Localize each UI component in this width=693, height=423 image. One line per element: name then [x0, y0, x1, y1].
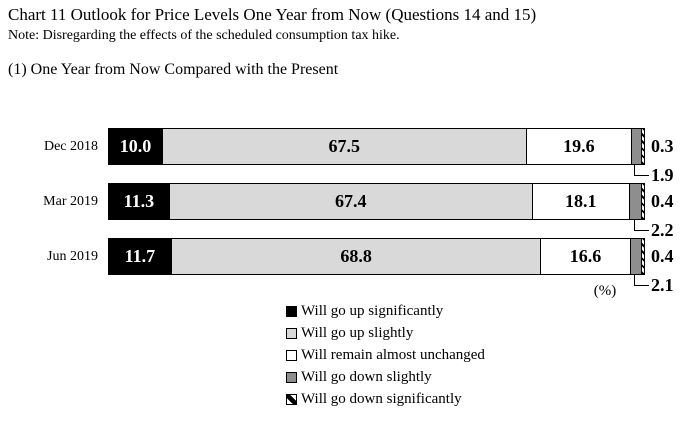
callout-value-label: 2.1	[651, 275, 674, 295]
legend-item: Will go down significantly	[286, 388, 485, 410]
bar-segment: 10.0	[109, 129, 163, 164]
chart-legend: Will go up significantly Will go up sligh…	[286, 300, 485, 410]
bar-segment: 67.4	[169, 184, 533, 219]
row-label: Jun 2019	[47, 249, 98, 264]
callout-value-label: 2.2	[651, 220, 674, 240]
segment-value-label: 11.7	[124, 246, 156, 266]
callout-leader-line	[634, 275, 649, 286]
legend-swatch-icon	[286, 327, 297, 339]
bar-segment	[642, 129, 644, 164]
bar-segment: 18.1	[532, 184, 630, 219]
stacked-bar: 11.3 67.4 18.1	[108, 183, 645, 220]
chart-title: Chart 11 Outlook for Price Levels One Ye…	[8, 5, 537, 24]
row-label: Mar 2019	[43, 194, 98, 209]
segment-value-label: 19.6	[563, 136, 595, 156]
legend-item: Will remain almost unchanged	[286, 344, 485, 366]
segment-value-label: 68.8	[340, 246, 372, 266]
segment-value-label: 16.6	[569, 246, 602, 266]
bar-segment: 16.6	[541, 239, 631, 274]
bar-segment: 11.7	[109, 239, 172, 274]
legend-swatch-icon	[286, 349, 297, 361]
bar-segment: 19.6	[526, 129, 633, 164]
legend-label: Will go up significantly	[301, 302, 444, 319]
callout-leader-line	[634, 220, 649, 231]
section-heading: (1) One Year from Now Compared with the …	[8, 61, 339, 78]
legend-label: Will remain almost unchanged	[301, 346, 485, 363]
bar-segment	[641, 239, 644, 274]
legend-label: Will go down slightly	[301, 368, 432, 385]
bar-segment	[630, 239, 642, 274]
stacked-bar: 11.7 68.8 16.6	[108, 238, 645, 275]
legend-label: Will go up slightly	[301, 324, 414, 341]
bar-segment	[641, 184, 644, 219]
row-label: Dec 2018	[43, 139, 98, 154]
stacked-bar: 10.0 67.5 19.6	[108, 128, 645, 165]
legend-item: Will go down slightly	[286, 366, 485, 388]
segment-value-label: 18.1	[565, 191, 597, 211]
legend-swatch-icon	[286, 371, 297, 383]
segment-value-label: 67.4	[334, 191, 367, 211]
bar-segment	[632, 129, 643, 164]
segment-value-label: 11.3	[123, 191, 155, 211]
segment-value-label: 67.5	[328, 136, 360, 156]
legend-item: Will go up significantly	[286, 300, 485, 322]
legend-label: Will go down significantly	[301, 390, 462, 407]
segment-value-label: 10.0	[119, 136, 152, 156]
segment-value-label: 0.3	[651, 136, 674, 156]
callout-value-label: 1.9	[651, 165, 674, 185]
callout-leader-line	[634, 165, 649, 176]
bar-segment: 67.5	[162, 129, 527, 164]
bar-segment: 68.8	[171, 239, 542, 274]
segment-value-label: 0.4	[651, 246, 674, 266]
chart-note: Note: Disregarding the effects of the sc…	[8, 28, 400, 43]
legend-swatch-icon	[286, 305, 297, 317]
bar-segment: 11.3	[109, 184, 170, 219]
legend-item: Will go up slightly	[286, 322, 485, 344]
percent-unit-label: (%)	[593, 283, 617, 299]
segment-value-label: 0.4	[651, 191, 674, 211]
bar-segment	[629, 184, 642, 219]
legend-swatch-icon	[286, 393, 297, 405]
